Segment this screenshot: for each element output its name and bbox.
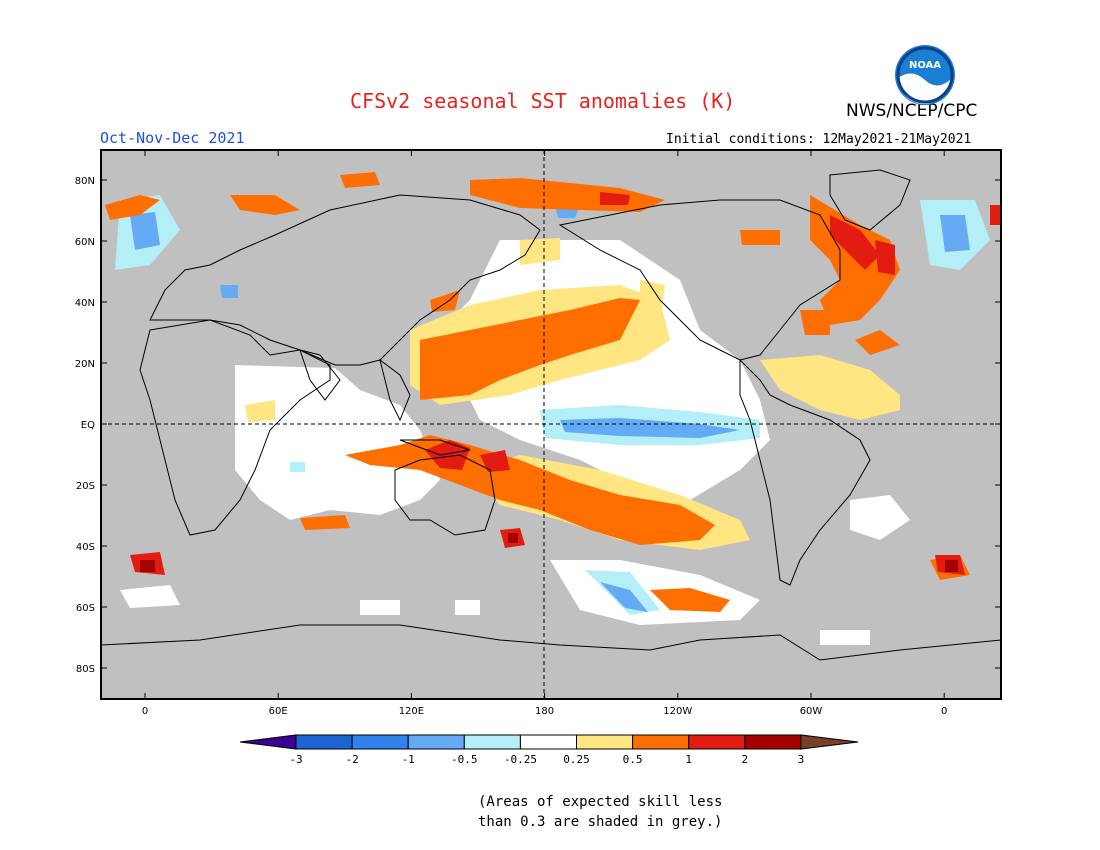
colorbar-box <box>744 734 802 750</box>
colorbar-label: 0.25 <box>563 753 590 766</box>
colorbar-box <box>463 734 521 750</box>
lat-label: 60S <box>76 603 95 614</box>
colorbar-label: 2 <box>741 753 748 766</box>
lat-label: 40S <box>76 542 95 553</box>
skill-note-line-2: than 0.3 are shaded in grey.) <box>478 814 723 830</box>
colorbar-label: -0.25 <box>504 753 537 766</box>
colorbar-right-arrow <box>800 734 859 750</box>
initial-conditions: Initial conditions: 12May2021-21May2021 <box>666 132 972 147</box>
lat-label: 60N <box>75 237 95 248</box>
lat-label: 80S <box>76 664 95 675</box>
lat-label: 80N <box>75 176 95 187</box>
lat-label: 20N <box>75 359 95 370</box>
forecast-period: Oct-Nov-Dec 2021 <box>100 129 245 147</box>
skill-note-line-1: (Areas of expected skill less <box>478 794 723 810</box>
colorbar-label: 1 <box>685 753 692 766</box>
colorbar-left-arrow <box>239 734 297 750</box>
colorbar-label: -3 <box>289 753 302 766</box>
coastlines <box>101 169 1001 661</box>
agency-label: NWS/NCEP/CPC <box>846 101 978 121</box>
lat-label: EQ <box>81 420 95 431</box>
lon-label: 120W <box>663 706 692 717</box>
lon-label: 0 <box>142 706 148 717</box>
logo-bird <box>898 73 952 104</box>
colorbar-label: -1 <box>402 753 415 766</box>
colorbar-label: -0.5 <box>451 753 478 766</box>
lon-label: 60W <box>800 706 823 717</box>
latitude-axis: 80N 60N 40N 20N EQ 20S 40S 60S 80S <box>75 176 1001 675</box>
colorbar-box <box>576 734 634 750</box>
colorbar-box <box>688 734 746 750</box>
noaa-logo: NOAA <box>895 45 955 105</box>
skill-note: (Areas of expected skill less than 0.3 a… <box>478 792 722 832</box>
colorbar-label: 3 <box>798 753 805 766</box>
colorbar-label: 0.5 <box>623 753 643 766</box>
colorbar: -3 -2 -1 -0.5 -0.25 0.25 0.5 1 2 3 <box>239 734 859 766</box>
colorbar-box <box>351 734 409 750</box>
colorbar-box <box>407 734 465 750</box>
colorbar-label: -2 <box>345 753 358 766</box>
colorbar-box <box>295 734 353 750</box>
colorbar-box <box>519 734 578 750</box>
logo-text: NOAA <box>909 60 941 71</box>
lon-label: 60E <box>269 706 288 717</box>
lon-label: 180 <box>535 706 554 717</box>
lat-label: 40N <box>75 298 95 309</box>
lon-label: 120E <box>399 706 424 717</box>
longitude-axis: 0 60E 120E 180 120W 60W 0 <box>142 150 947 717</box>
cool-regions <box>130 205 970 612</box>
colorbar-box <box>632 734 690 750</box>
map-plot-area <box>101 150 1001 699</box>
very-strong-warm-regions <box>140 533 958 572</box>
lon-label: 0 <box>941 706 947 717</box>
lat-label: 20S <box>76 481 95 492</box>
logo-border <box>896 46 954 104</box>
map-title: CFSv2 seasonal SST anomalies (K) <box>350 89 736 113</box>
